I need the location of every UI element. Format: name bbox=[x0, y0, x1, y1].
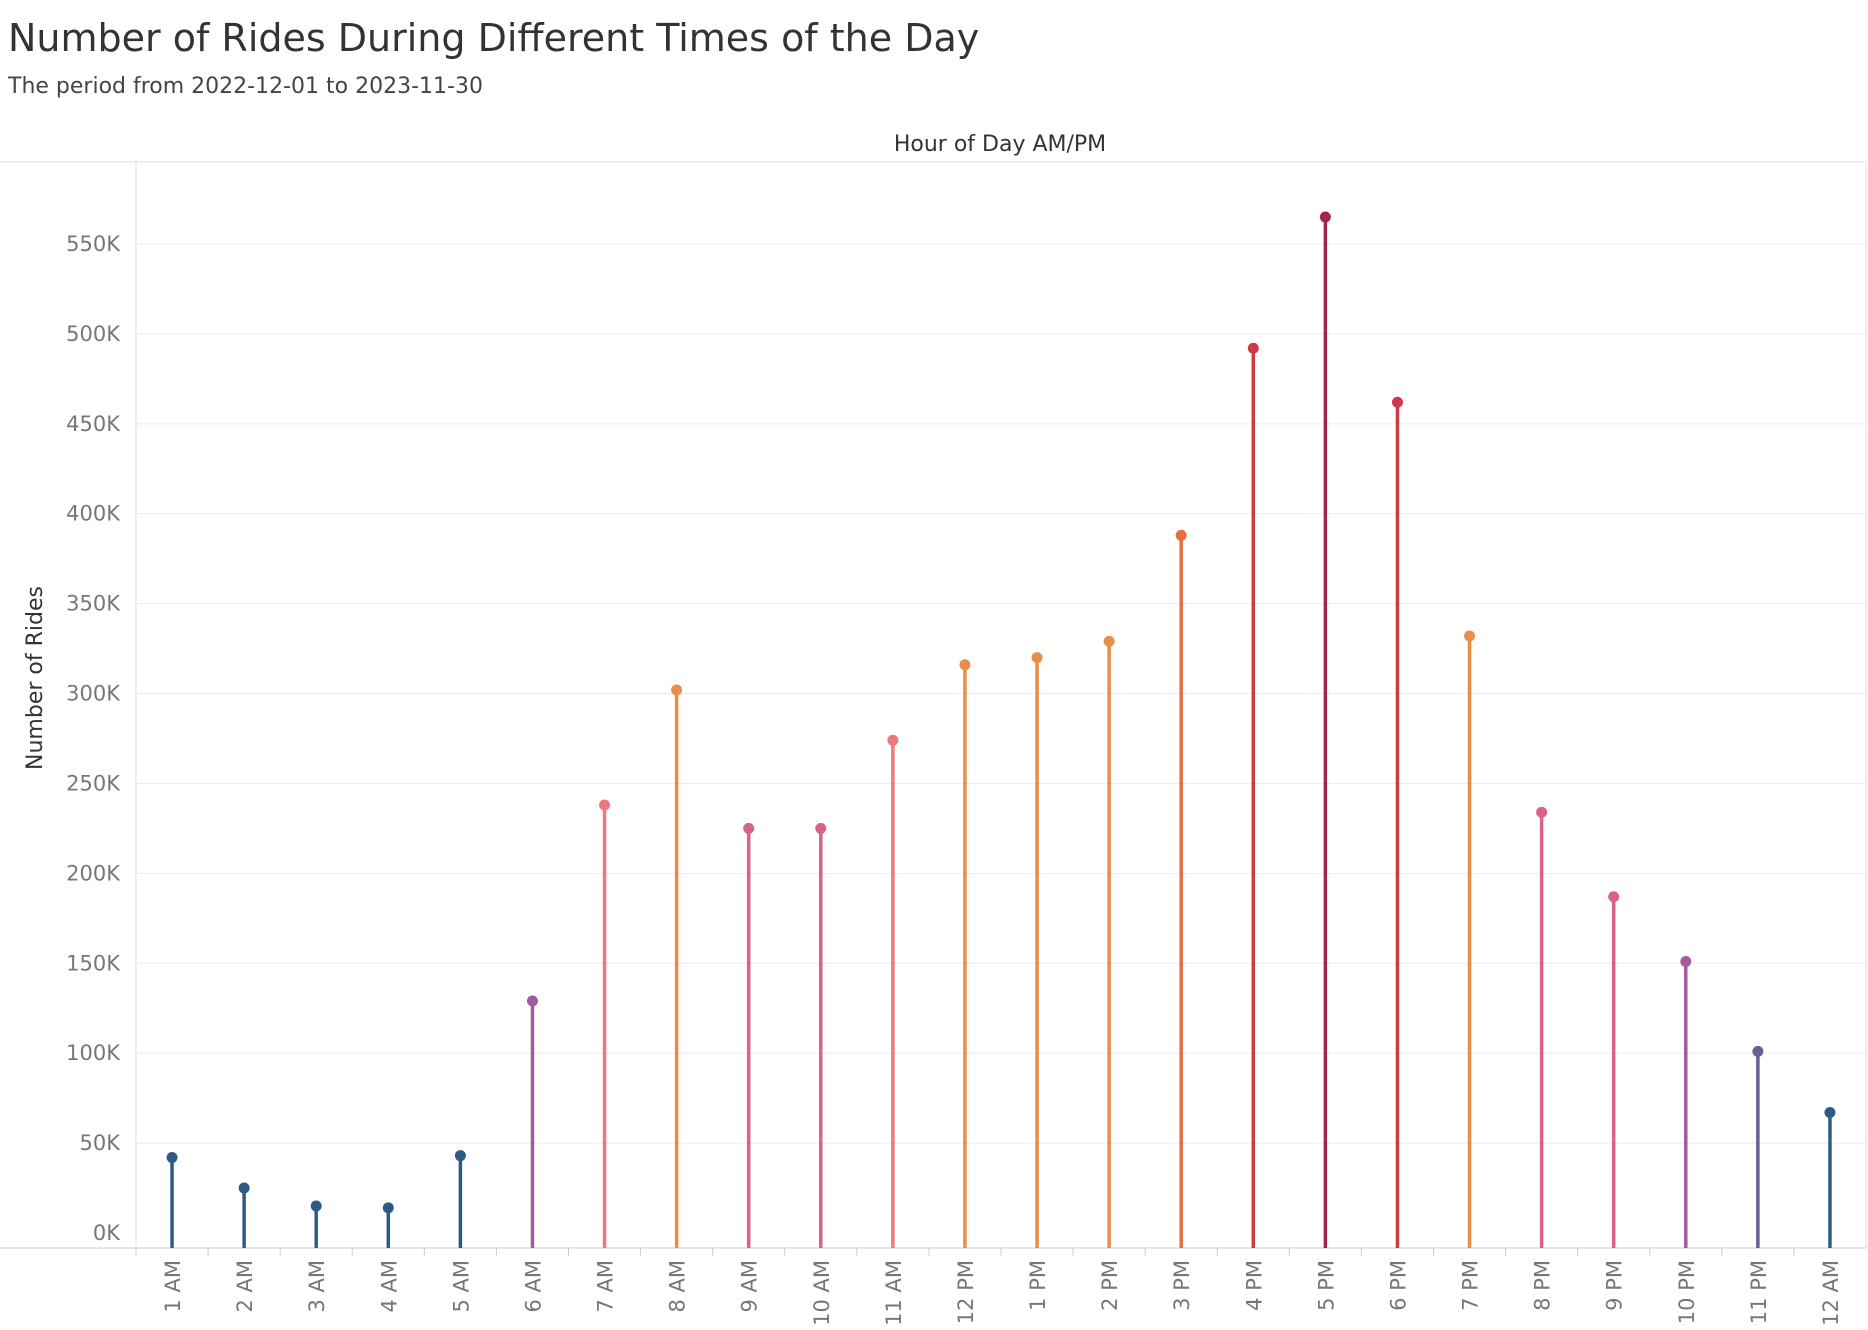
lollipop-dot bbox=[1175, 529, 1187, 541]
y-tick-label: 100K bbox=[66, 1041, 121, 1065]
lollipop-dot bbox=[310, 1200, 322, 1212]
lollipop-dot bbox=[238, 1182, 250, 1194]
lollipop-dot bbox=[1464, 630, 1476, 642]
x-tick-label: 6 PM bbox=[1386, 1260, 1410, 1311]
lollipop-dot bbox=[815, 822, 827, 834]
y-tick-label: 400K bbox=[66, 502, 121, 526]
x-tick-label: 1 AM bbox=[161, 1260, 185, 1313]
x-tick-label: 6 AM bbox=[521, 1260, 545, 1313]
y-tick-label: 350K bbox=[66, 592, 121, 616]
lollipop-dot bbox=[1824, 1107, 1836, 1119]
x-tick-label: 3 AM bbox=[305, 1260, 329, 1313]
x-tick-label: 1 PM bbox=[1026, 1260, 1050, 1311]
lollipop-dot bbox=[671, 684, 683, 696]
y-axis: 0K 50K 100K 150K 200K 250K 300K 350K 400K 450K 500… bbox=[66, 232, 121, 1245]
lollipop-dot bbox=[1031, 652, 1043, 664]
x-tick-label: 10 AM bbox=[810, 1260, 834, 1326]
lollipop-dot bbox=[1319, 211, 1331, 223]
x-tick-label: 8 AM bbox=[666, 1260, 690, 1313]
x-tick-label: 11 AM bbox=[882, 1260, 906, 1326]
lollipop-dot bbox=[1752, 1045, 1764, 1057]
x-tick-label: 10 PM bbox=[1675, 1260, 1699, 1324]
x-tick-label: 12 PM bbox=[954, 1260, 978, 1324]
x-tick-label: 5 PM bbox=[1314, 1260, 1338, 1311]
lollipop-dot bbox=[1391, 396, 1403, 408]
lollipop-dot bbox=[382, 1202, 394, 1214]
y-tick-label: 150K bbox=[66, 951, 121, 975]
x-tick-label: 7 PM bbox=[1459, 1260, 1483, 1311]
y-tick-label: 300K bbox=[66, 682, 121, 706]
y-tick-label: 200K bbox=[66, 861, 121, 885]
y-axis-title: Number of Rides bbox=[23, 586, 48, 770]
x-tick-label: 3 PM bbox=[1170, 1260, 1194, 1311]
lollipop-dot bbox=[1536, 806, 1548, 818]
lollipop-dot bbox=[1608, 891, 1620, 903]
chart-marks bbox=[166, 211, 1836, 1248]
x-tick-label: 4 AM bbox=[377, 1260, 401, 1313]
gridlines bbox=[136, 243, 1866, 1144]
chart-title: Number of Rides During Different Times o… bbox=[8, 16, 980, 60]
lollipop-dot bbox=[599, 799, 611, 811]
y-tick-label: 0K bbox=[93, 1221, 121, 1245]
x-tick-label: 5 AM bbox=[449, 1260, 473, 1313]
lollipop-dot bbox=[743, 822, 755, 834]
x-tick-label: 7 AM bbox=[594, 1260, 618, 1313]
lollipop-dot bbox=[454, 1150, 466, 1162]
x-tick-label: 8 PM bbox=[1531, 1260, 1555, 1311]
chart-frame bbox=[0, 161, 1867, 1249]
x-axis: 1 AM 2 AM 3 AM 4 AM 5 AM 6 AM 7 AM 8 AM 9 AM 10 A… bbox=[135, 1248, 1843, 1326]
y-tick-label: 450K bbox=[66, 412, 121, 436]
x-tick-label: 4 PM bbox=[1242, 1260, 1266, 1311]
lollipop-dot bbox=[887, 734, 899, 746]
x-tick-label: 9 PM bbox=[1603, 1260, 1627, 1311]
x-axis-title: Hour of Day AM/PM bbox=[894, 132, 1106, 157]
chart-subtitle: The period from 2022-12-01 to 2023-11-30 bbox=[8, 74, 483, 99]
lollipop-dot bbox=[959, 659, 971, 671]
x-tick-label: 11 PM bbox=[1747, 1260, 1771, 1324]
y-tick-label: 250K bbox=[66, 771, 121, 795]
lollipop-dot bbox=[166, 1151, 178, 1163]
lollipop-dot bbox=[1680, 955, 1692, 967]
x-tick-label: 2 PM bbox=[1098, 1260, 1122, 1311]
lollipop-dot bbox=[1103, 635, 1115, 647]
y-tick-label: 500K bbox=[66, 322, 121, 346]
lollipop-dot bbox=[1247, 342, 1259, 354]
x-tick-label: 9 AM bbox=[738, 1260, 762, 1313]
lollipop-dot bbox=[526, 995, 538, 1007]
x-tick-label: 2 AM bbox=[233, 1260, 257, 1313]
x-tick-label: 12 AM bbox=[1819, 1260, 1843, 1326]
y-tick-label: 550K bbox=[66, 232, 121, 256]
y-tick-label: 50K bbox=[80, 1131, 122, 1155]
